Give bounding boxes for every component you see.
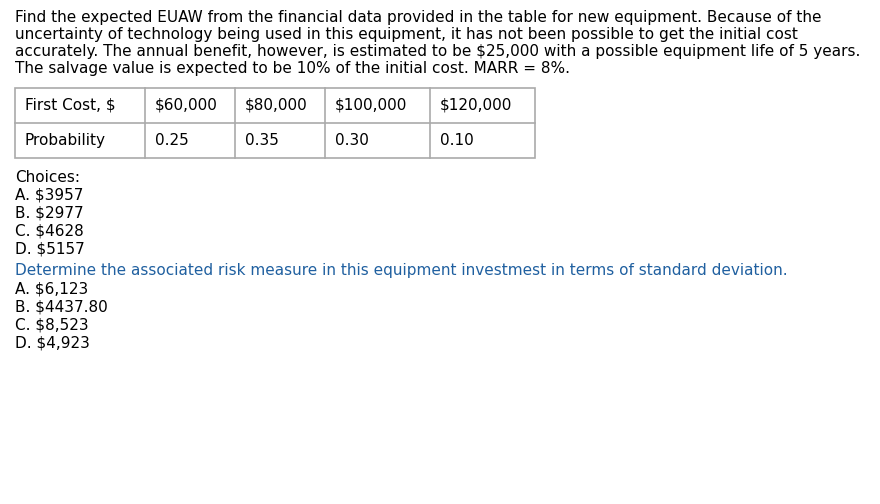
Bar	[15, 88, 535, 158]
Text: Determine the associated risk measure in this equipment investmest in terms of s: Determine the associated risk measure in…	[15, 263, 788, 278]
Text: $80,000: $80,000	[245, 98, 308, 113]
Text: accurately. The annual benefit, however, is estimated to be $25,000 with a possi: accurately. The annual benefit, however,…	[15, 44, 861, 59]
Text: C. $4628: C. $4628	[15, 224, 84, 239]
Text: 0.35: 0.35	[245, 133, 279, 148]
Text: B. $4437.80: B. $4437.80	[15, 299, 107, 314]
Text: 0.10: 0.10	[440, 133, 473, 148]
Text: C. $8,523: C. $8,523	[15, 317, 89, 332]
Text: First Cost, $: First Cost, $	[25, 98, 115, 113]
Text: $60,000: $60,000	[155, 98, 218, 113]
Text: 0.30: 0.30	[335, 133, 369, 148]
Text: Find the expected EUAW from the financial data provided in the table for new equ: Find the expected EUAW from the financia…	[15, 10, 822, 25]
Text: A. $6,123: A. $6,123	[15, 281, 88, 296]
Text: A. $3957: A. $3957	[15, 188, 84, 203]
Text: Choices:: Choices:	[15, 170, 80, 185]
Text: $120,000: $120,000	[440, 98, 512, 113]
Text: D. $4,923: D. $4,923	[15, 335, 90, 350]
Text: uncertainty of technology being used in this equipment, it has not been possible: uncertainty of technology being used in …	[15, 27, 798, 42]
Text: The salvage value is expected to be 10% of the initial cost. MARR = 8%.: The salvage value is expected to be 10% …	[15, 61, 570, 76]
Text: D. $5157: D. $5157	[15, 242, 84, 257]
Text: $100,000: $100,000	[335, 98, 407, 113]
Text: B. $2977: B. $2977	[15, 206, 84, 221]
Text: 0.25: 0.25	[155, 133, 188, 148]
Text: Probability: Probability	[25, 133, 106, 148]
